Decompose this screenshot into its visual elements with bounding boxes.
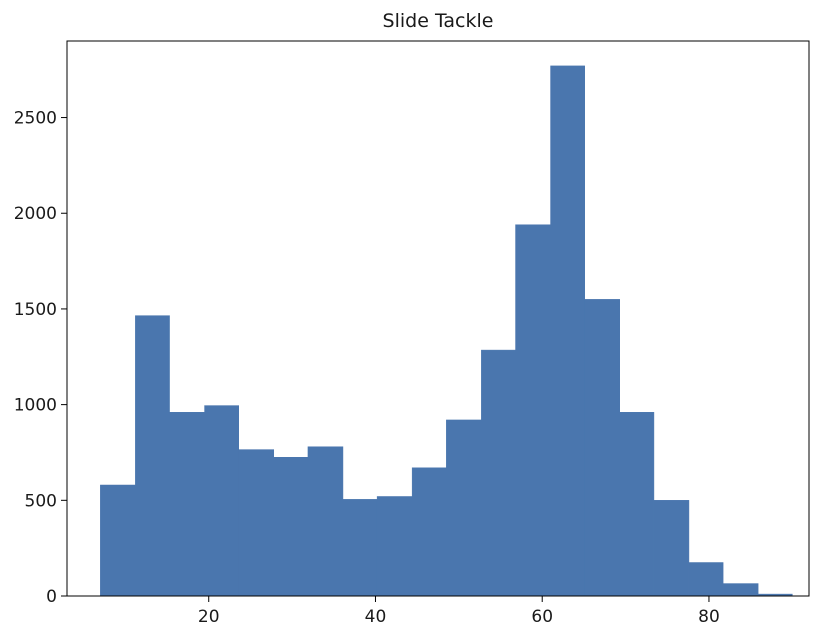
histogram-bar-11 bbox=[481, 349, 516, 597]
histogram-bar-3 bbox=[204, 405, 239, 597]
y-tick-label-5: 2500 bbox=[14, 109, 57, 129]
y-tick-label-4: 2000 bbox=[14, 204, 57, 224]
histogram-bar-4 bbox=[238, 449, 275, 597]
chart-title: Slide Tackle bbox=[383, 10, 494, 32]
histogram-bar-13 bbox=[550, 65, 585, 597]
y-tick-label-2: 1000 bbox=[14, 396, 57, 416]
histogram-bar-12 bbox=[515, 224, 551, 597]
histogram-bar-1 bbox=[135, 315, 170, 597]
x-tick-label-2: 60 bbox=[531, 607, 553, 627]
histogram-bar-8 bbox=[376, 496, 413, 597]
histogram-bar-15 bbox=[619, 412, 655, 597]
y-tick-label-3: 1500 bbox=[14, 300, 57, 320]
histogram-bar-17 bbox=[688, 562, 724, 597]
bars-group bbox=[100, 65, 793, 597]
y-tick-label-1: 500 bbox=[25, 491, 57, 511]
histogram-bar-7 bbox=[342, 499, 378, 597]
histogram-bar-18 bbox=[722, 583, 759, 597]
histogram-bar-9 bbox=[411, 467, 447, 597]
x-axis: 20 40 60 80 bbox=[198, 596, 720, 627]
histogram-bar-14 bbox=[584, 299, 620, 597]
plot-frame bbox=[66, 40, 810, 597]
histogram-bar-0 bbox=[100, 484, 136, 597]
x-tick-label-0: 20 bbox=[198, 607, 220, 627]
histogram-bar-5 bbox=[273, 457, 309, 597]
histogram-bar-16 bbox=[653, 500, 690, 597]
x-tick-label-3: 80 bbox=[698, 607, 720, 627]
x-tick-label-1: 40 bbox=[365, 607, 387, 627]
y-axis: 0 500 1000 1500 2000 2500 bbox=[14, 109, 67, 607]
histogram-bar-6 bbox=[307, 446, 344, 597]
histogram-bar-2 bbox=[169, 412, 205, 597]
histogram-bar-10 bbox=[446, 419, 482, 597]
y-tick-label-0: 0 bbox=[46, 587, 57, 607]
